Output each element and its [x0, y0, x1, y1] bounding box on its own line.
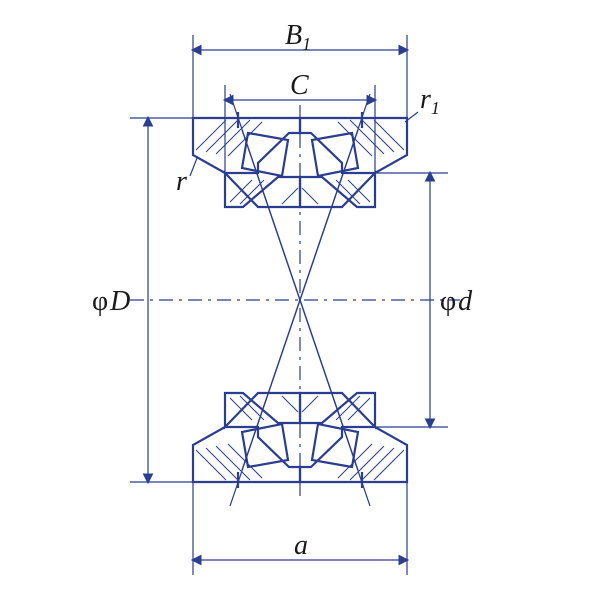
label-r1: r1 [420, 84, 440, 118]
label-B1: B1 [285, 20, 311, 54]
label-phid: φd [440, 286, 473, 317]
bearing-diagram: B1 C r1 r φD φd a [0, 0, 600, 600]
label-a: a [294, 530, 308, 561]
label-phiD: φD [92, 286, 130, 317]
label-C: C [290, 70, 309, 101]
lower-section [193, 393, 407, 488]
label-r: r [176, 166, 187, 197]
